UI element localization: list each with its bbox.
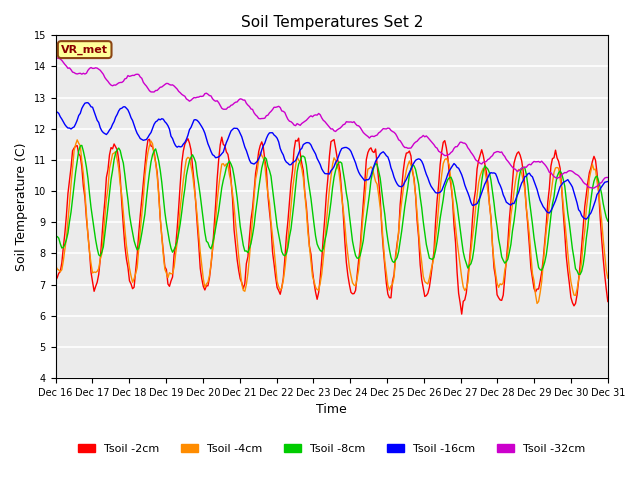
Text: VR_met: VR_met (61, 45, 108, 55)
Tsoil -8cm (236, 223, 244, 229)
Tsoil -16cm (246, 157, 253, 163)
Tsoil -32cm (235, 97, 243, 103)
Tsoil -4cm (121, 227, 129, 232)
Tsoil -8cm (52, 234, 60, 240)
Line: Tsoil -4cm: Tsoil -4cm (56, 140, 608, 303)
Tsoil -16cm (236, 131, 244, 136)
Tsoil -4cm (576, 270, 584, 276)
X-axis label: Time: Time (316, 403, 347, 417)
Tsoil -2cm (236, 276, 244, 282)
Tsoil -4cm (218, 161, 226, 167)
Tsoil -4cm (74, 137, 81, 143)
Tsoil -32cm (293, 121, 301, 127)
Tsoil -2cm (218, 134, 226, 140)
Tsoil -8cm (121, 172, 129, 178)
Tsoil -4cm (295, 157, 303, 163)
Tsoil -8cm (575, 272, 582, 277)
Tsoil -2cm (458, 311, 465, 317)
Line: Tsoil -32cm: Tsoil -32cm (56, 57, 608, 188)
Tsoil -2cm (52, 277, 60, 283)
Tsoil -8cm (576, 272, 584, 277)
Tsoil -2cm (576, 262, 584, 268)
Tsoil -32cm (244, 102, 252, 108)
Tsoil -16cm (84, 100, 92, 106)
Tsoil -2cm (246, 234, 253, 240)
Tsoil -8cm (246, 246, 253, 252)
Title: Soil Temperatures Set 2: Soil Temperatures Set 2 (241, 15, 423, 30)
Tsoil -32cm (120, 78, 127, 84)
Legend: Tsoil -2cm, Tsoil -4cm, Tsoil -8cm, Tsoil -16cm, Tsoil -32cm: Tsoil -2cm, Tsoil -4cm, Tsoil -8cm, Tsoi… (74, 439, 589, 458)
Tsoil -16cm (295, 150, 303, 156)
Tsoil -4cm (246, 254, 253, 260)
Tsoil -8cm (604, 218, 612, 224)
Tsoil -8cm (78, 143, 86, 148)
Tsoil -32cm (573, 172, 581, 178)
Y-axis label: Soil Temperature (C): Soil Temperature (C) (15, 143, 28, 271)
Tsoil -16cm (121, 104, 129, 109)
Line: Tsoil -2cm: Tsoil -2cm (56, 137, 608, 314)
Tsoil -32cm (216, 103, 224, 108)
Tsoil -8cm (218, 185, 226, 191)
Tsoil -2cm (216, 142, 224, 148)
Tsoil -16cm (52, 109, 60, 115)
Tsoil -32cm (604, 175, 612, 180)
Line: Tsoil -16cm: Tsoil -16cm (56, 103, 608, 219)
Tsoil -32cm (589, 185, 596, 191)
Tsoil -4cm (236, 268, 244, 274)
Tsoil -16cm (604, 179, 612, 184)
Tsoil -16cm (218, 151, 226, 156)
Tsoil -16cm (575, 207, 582, 213)
Tsoil -4cm (52, 263, 60, 269)
Tsoil -2cm (295, 135, 303, 141)
Tsoil -32cm (52, 54, 60, 60)
Line: Tsoil -8cm: Tsoil -8cm (56, 145, 608, 275)
Tsoil -4cm (604, 275, 612, 281)
Tsoil -2cm (120, 223, 127, 229)
Tsoil -4cm (533, 300, 541, 306)
Tsoil -8cm (295, 161, 303, 167)
Tsoil -2cm (604, 299, 612, 304)
Tsoil -16cm (582, 216, 590, 222)
